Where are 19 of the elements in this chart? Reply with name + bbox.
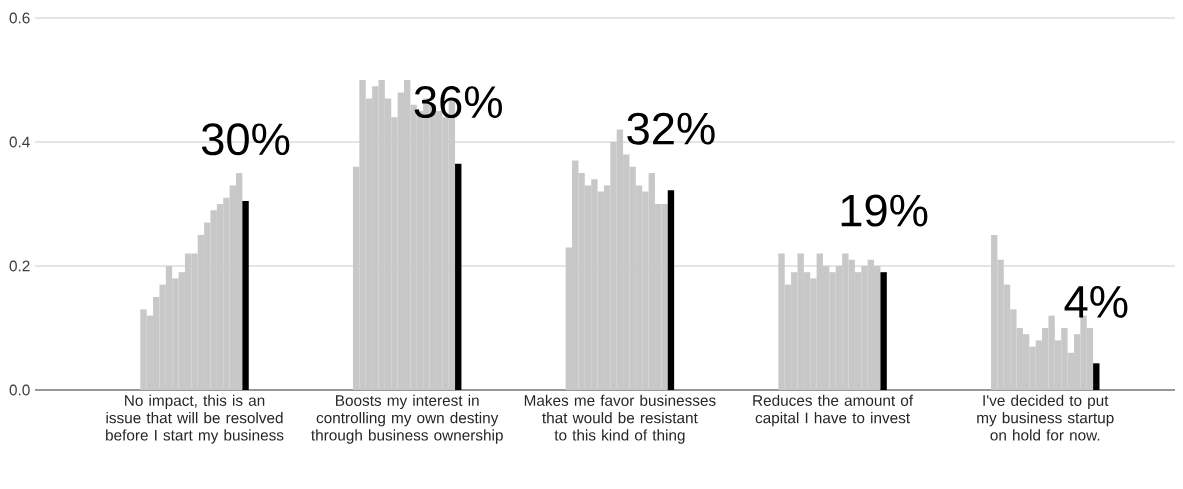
x-tick-label: No impact, this is an issue that will be resolved before I start my business bbox=[106, 394, 284, 444]
y-tick-label: 0.0 bbox=[9, 384, 30, 396]
y-tick-label: 0.6 bbox=[9, 12, 30, 24]
bar bbox=[880, 272, 887, 390]
y-tick-label: 0.4 bbox=[9, 136, 30, 148]
x-tick-label: I've decided to put my business startup on hold for now. bbox=[977, 394, 1114, 441]
x-tick-label: Reduces the amount of capital I have to invest bbox=[753, 394, 914, 427]
data-label: 30% bbox=[201, 123, 290, 156]
y-tick-label: 0.2 bbox=[9, 260, 30, 272]
bar bbox=[242, 200, 249, 390]
data-label: 32% bbox=[627, 112, 715, 145]
x-tick-label: Makes me favor businesses that would be resistant to this kind of thing bbox=[524, 394, 716, 444]
bar bbox=[455, 163, 462, 390]
x-tick-label: Boosts my interest in controlling my own destiny through business ownership bbox=[311, 394, 503, 444]
data-label: 19% bbox=[841, 194, 928, 227]
bar bbox=[667, 190, 675, 390]
data-label: 36% bbox=[414, 85, 502, 119]
bar bbox=[1093, 363, 1100, 390]
data-label: 4% bbox=[1064, 286, 1128, 318]
